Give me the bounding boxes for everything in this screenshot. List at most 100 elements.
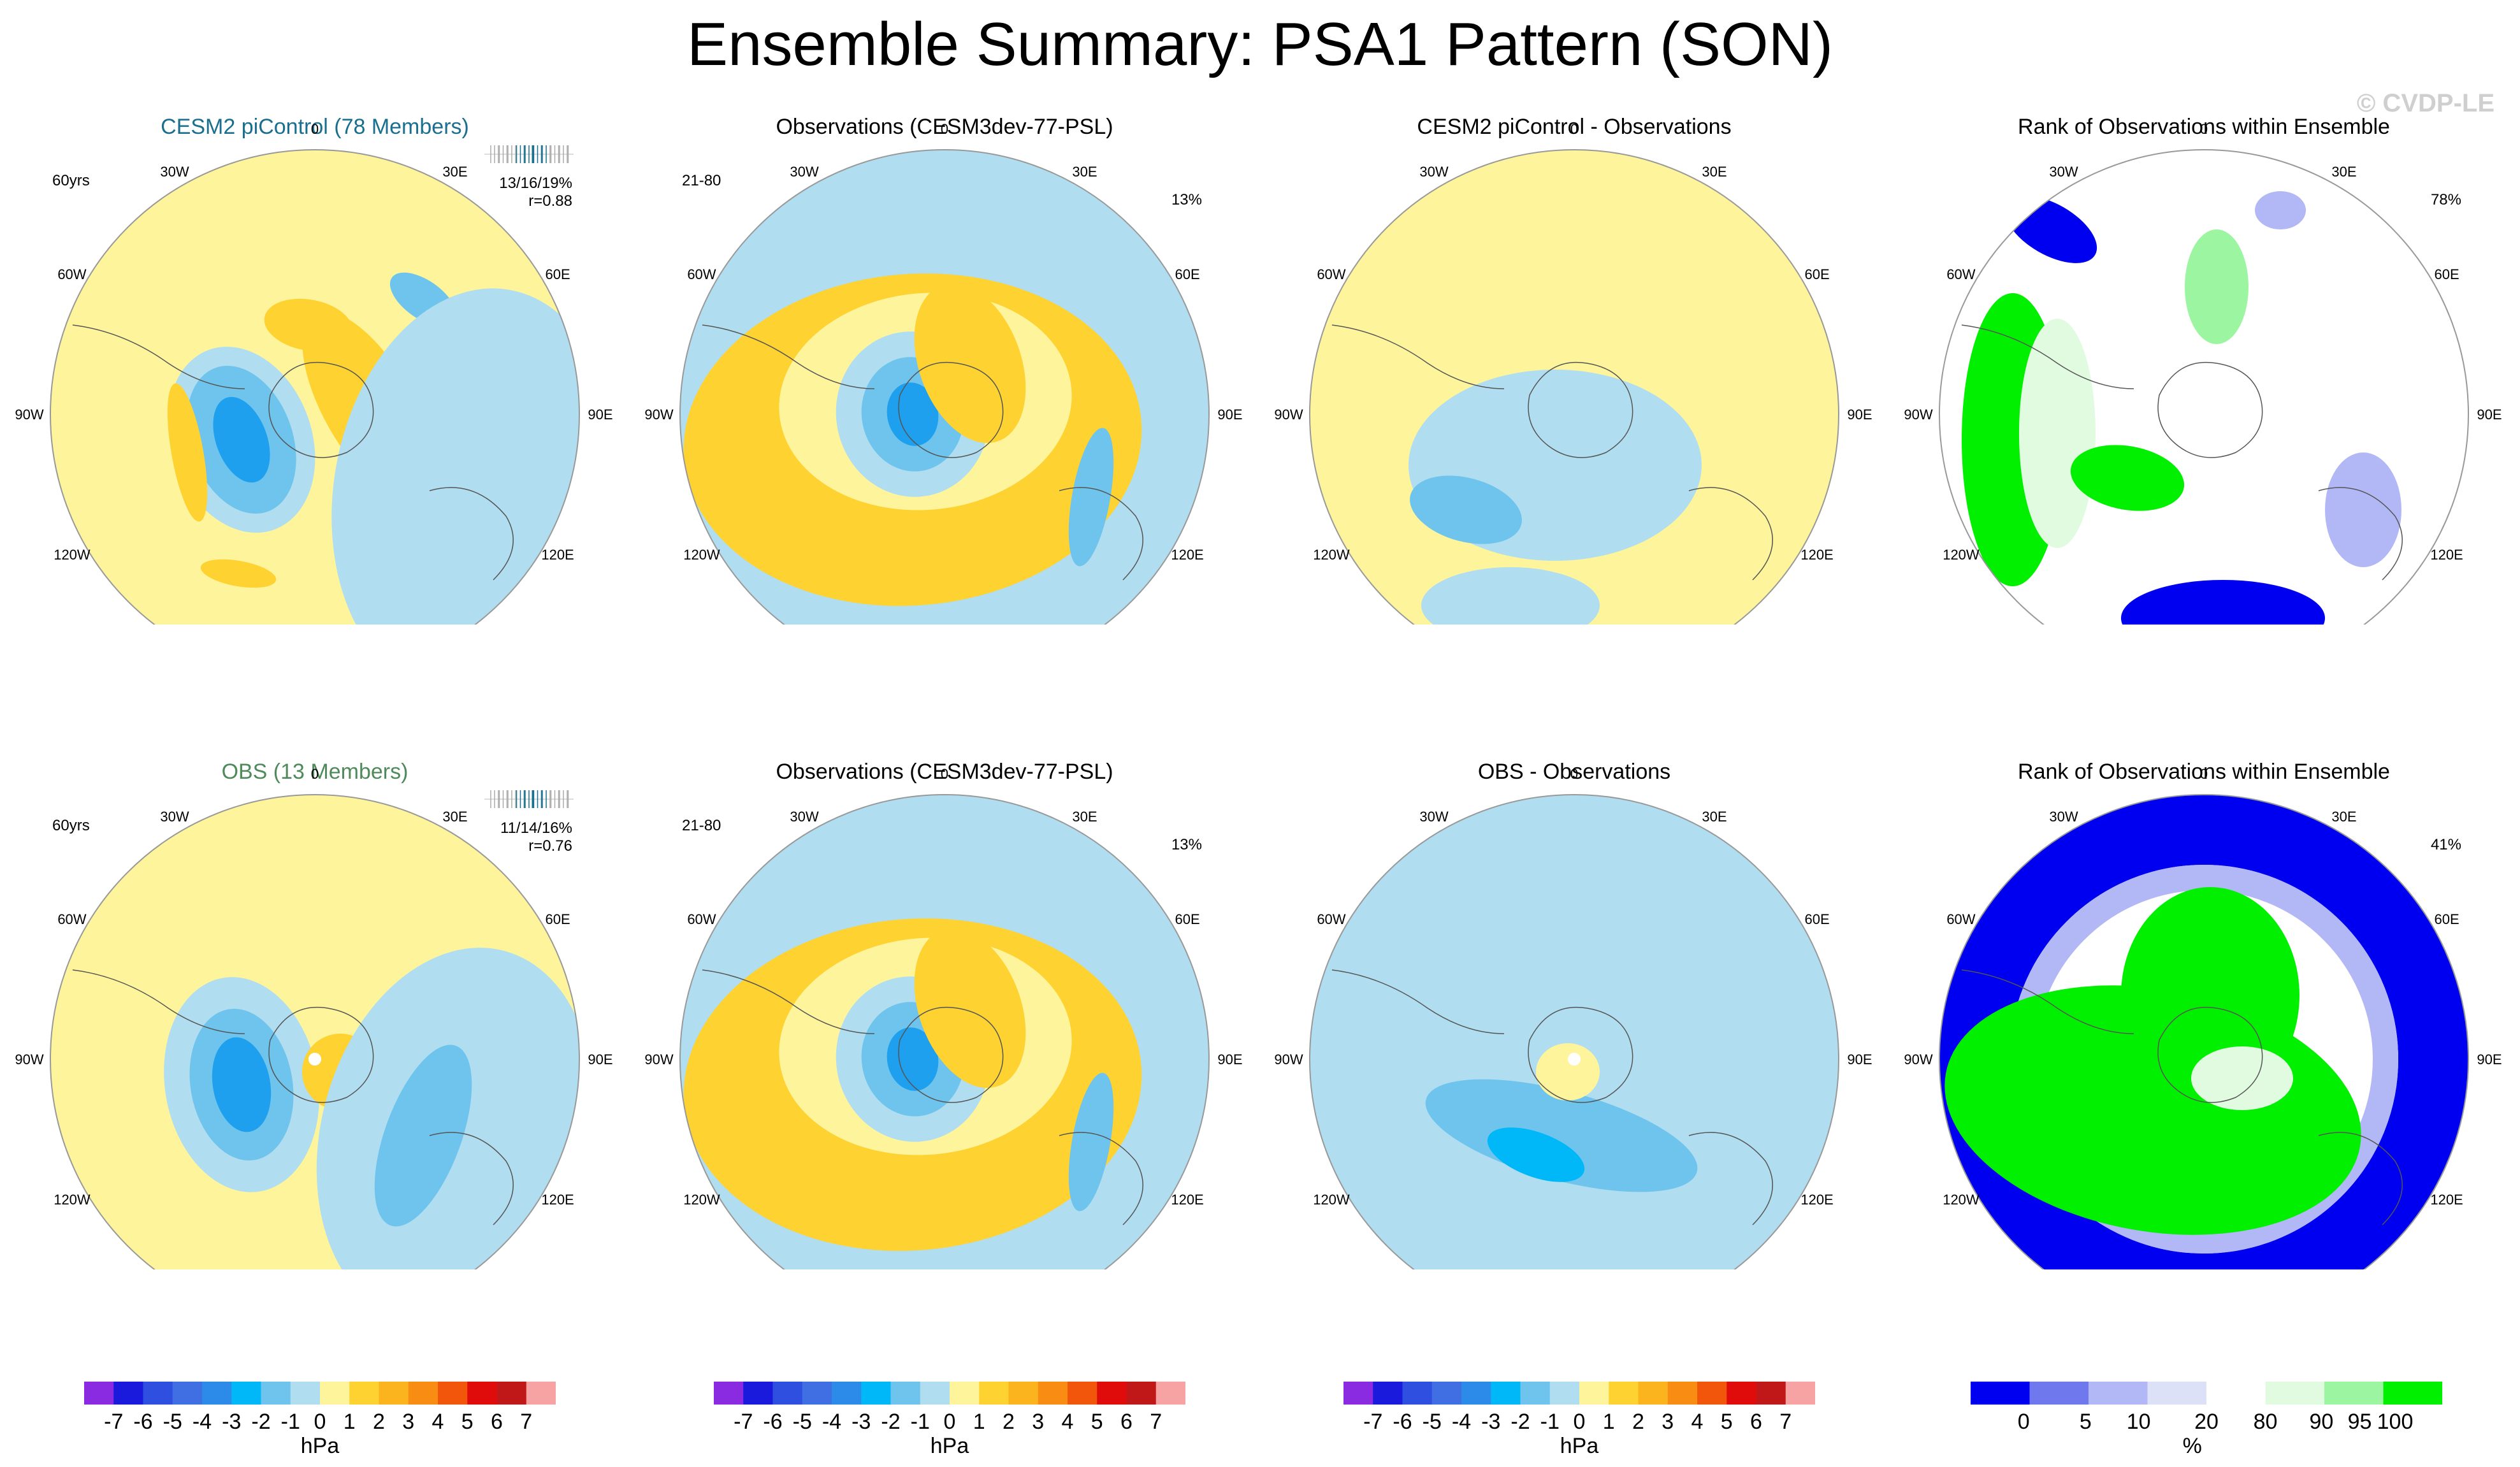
coastline-australia (1688, 1132, 1773, 1225)
panel-title: Rank of Observations within Ensemble (2018, 760, 2390, 784)
colorbar-swatch (1461, 1382, 1491, 1405)
coastline-south-america (1331, 324, 1505, 389)
lon-label: 60W (1946, 911, 1975, 927)
colorbar-swatch (202, 1382, 232, 1405)
map-panel-p1: CESM2 piControl (78 Members) 60yrs 13/16/1… (0, 96, 630, 746)
map-field (680, 795, 1209, 1269)
lon-label: 90E (2477, 407, 2502, 423)
coastline-antarctica (268, 1006, 374, 1103)
coastline-south-america (72, 324, 245, 389)
panel-stat: 11/14/16% (500, 820, 572, 837)
map-border (1939, 794, 2469, 1269)
lon-label: 90W (1904, 1051, 1932, 1067)
colorbar-swatch (1579, 1382, 1609, 1405)
coastline-south-america (1331, 969, 1505, 1034)
lon-label: 30E (1702, 809, 1727, 825)
coastline-australia (429, 1132, 514, 1225)
colorbar-tick-label: 90 (2309, 1410, 2333, 1434)
coastline-south-america (702, 324, 875, 389)
coastline-antarctica (1528, 361, 1633, 458)
colorbar-swatch (143, 1382, 173, 1405)
colorbar-tick-label: 100 (2377, 1410, 2414, 1434)
colorbar-swatch (743, 1382, 773, 1405)
map-panel-p2: Observations (CESM3dev-77-PSL) 21-80 13% 0 3… (630, 96, 1259, 746)
colorbar-tick-label: -6 (133, 1410, 152, 1434)
contour-high-center (914, 283, 1026, 444)
colorbar-unit: hPa (1560, 1434, 1599, 1458)
polar-map: 030E60E90E120E150E180150W120W90W60W30W (644, 121, 1243, 625)
lon-label: 0 (2200, 766, 2208, 782)
lon-label: 90W (644, 407, 673, 423)
colorbar-swatch (526, 1382, 556, 1405)
lon-label: 120W (54, 1192, 91, 1208)
colorbar-swatch (1038, 1382, 1068, 1405)
lon-label: 120E (541, 1192, 574, 1208)
lon-label: 90W (1274, 1051, 1303, 1067)
colorbar-swatch (1402, 1382, 1433, 1405)
map-panel-p5: OBS (13 Members) 60yrs 11/14/16% r=0.76 0 30E… (0, 741, 630, 1391)
colorbar-swatch (802, 1382, 832, 1405)
lon-label: 90W (15, 407, 43, 423)
colorbar-swatch (861, 1382, 891, 1405)
contour-rank-mid-center (2191, 1046, 2293, 1110)
lon-label: 30W (790, 164, 818, 180)
colorbar-swatch (2383, 1382, 2443, 1405)
lon-label: 60E (545, 911, 570, 927)
lon-label: 120W (1313, 547, 1350, 563)
panel-stat: r=0.88 (528, 192, 572, 210)
lon-label: 120E (2430, 1192, 2463, 1208)
contour-high-center (1536, 1043, 1600, 1101)
lon-label: 120W (54, 547, 91, 563)
panel-stat: 13/16/19% (499, 175, 572, 192)
lon-label: 60W (1946, 266, 1975, 282)
colorbar-tick-label: 3 (1032, 1410, 1044, 1434)
colorbar-tick-label: -3 (1481, 1410, 1500, 1434)
polar-map: 030E60E90E120E150E180150W120W90W60W30W (644, 766, 1243, 1269)
figure-title: Ensemble Summary: PSA1 Pattern (SON) (687, 10, 1833, 78)
map-border (1939, 149, 2469, 625)
spread-histogram (484, 145, 574, 163)
lon-label: 60W (1317, 911, 1345, 927)
lon-label: 60E (1175, 911, 1199, 927)
colorbar-unit: hPa (931, 1434, 969, 1458)
map-panel-p8: Rank of Observations within Ensemble 41% 0… (1889, 741, 2519, 1391)
contour-rank-hi-west-edge (2019, 319, 2096, 548)
colorbar-tick-label: 2 (1003, 1410, 1015, 1434)
lon-label: 90E (1847, 407, 1872, 423)
map-border (50, 794, 580, 1269)
map-field (50, 150, 579, 625)
colorbar-tick-label: 4 (1062, 1410, 1074, 1434)
contour-rank-low-south (2121, 580, 2325, 625)
map-field (1939, 795, 2468, 1269)
coastline-south-america (1961, 324, 2134, 389)
contour-rank-high-north (2185, 229, 2248, 344)
coastline-australia (1059, 487, 1143, 581)
panel-period: 60yrs (52, 817, 90, 834)
colorbar-swatch (1638, 1382, 1669, 1405)
colorbar-tick-label: -6 (763, 1410, 782, 1434)
lon-label: 120E (1171, 547, 1203, 563)
lon-label: 120E (1800, 547, 1833, 563)
map-border (679, 149, 1210, 625)
panel-title: Observations (CESM3dev-77-PSL) (776, 115, 1113, 139)
pole-mask (1568, 1053, 1581, 1066)
lon-label: 30E (1072, 809, 1097, 825)
map-panel-p7: OBS - Observations030E60E90E120E150E1801… (1259, 741, 1889, 1391)
panel-title: Rank of Observations within Ensemble (2018, 115, 2390, 139)
lon-label: 90E (1217, 1051, 1242, 1067)
colorbar-tick-label: 6 (1750, 1410, 1762, 1434)
lon-label: 90W (644, 1051, 673, 1067)
colorbar-tick-label: -4 (1452, 1410, 1471, 1434)
colorbar-swatch (408, 1382, 438, 1405)
map-panel-p6: Observations (CESM3dev-77-PSL) 21-80 13% 0 3… (630, 741, 1259, 1391)
panel-stat: 41% (2430, 836, 2461, 853)
panel-period: 60yrs (52, 172, 90, 189)
anomaly-colorbar: -7 -6 -5 -4 -3 -2 -1 0 1 2 3 4 5 6 7 hPa (714, 1382, 1186, 1461)
colorbar-tick-label: 2 (1632, 1410, 1644, 1434)
panel-title: CESM2 piControl - Observations (1417, 115, 1732, 139)
colorbar-swatch (1373, 1382, 1403, 1405)
lon-label: 30W (1419, 809, 1448, 825)
lon-label: 0 (1570, 766, 1578, 782)
map-field (680, 150, 1209, 625)
anomaly-colorbar: -7 -6 -5 -4 -3 -2 -1 0 1 2 3 4 5 6 7 hPa (84, 1382, 556, 1461)
